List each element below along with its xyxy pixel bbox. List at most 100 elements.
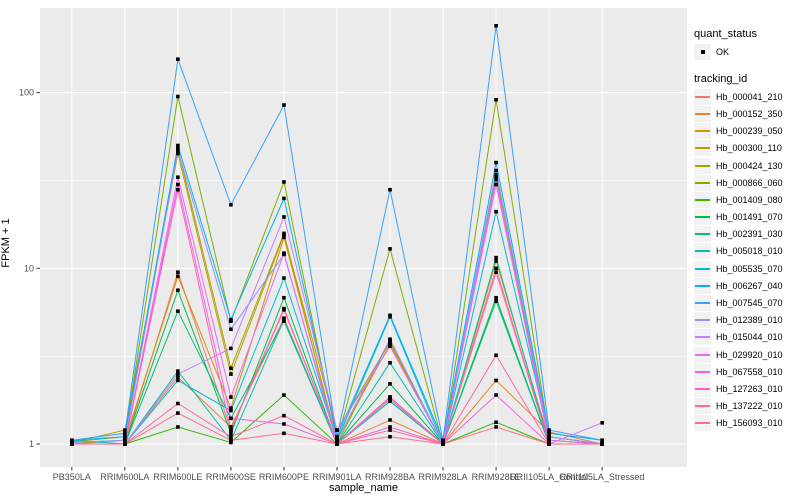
data-point <box>176 187 180 192</box>
series-line-icon <box>695 216 710 219</box>
series-line-icon <box>695 147 710 150</box>
y-tick-label: 100 <box>19 88 34 98</box>
data-point <box>229 406 233 410</box>
series-color-key <box>694 209 711 226</box>
quant-status-key <box>694 43 711 60</box>
x-tick-label: RRII105LA_Stressed <box>560 472 645 482</box>
data-point <box>282 215 286 219</box>
data-point <box>494 295 498 300</box>
data-point <box>176 411 180 415</box>
series-line-icon <box>695 370 710 373</box>
data-point <box>176 57 180 61</box>
data-point <box>388 382 392 386</box>
series-color-key <box>694 398 711 415</box>
x-tick-label: RRIM600PE <box>259 472 309 482</box>
data-point <box>176 274 180 279</box>
data-point <box>494 266 498 271</box>
data-point <box>282 317 286 322</box>
data-point <box>547 431 551 436</box>
series-line-icon <box>695 181 710 184</box>
data-point <box>176 375 180 379</box>
data-point <box>282 306 286 311</box>
series-line-icon <box>695 284 710 287</box>
data-point <box>494 425 498 429</box>
data-point <box>494 393 498 397</box>
data-point <box>282 431 286 436</box>
series-line-icon <box>695 405 710 408</box>
x-tick-label: RRIM928LA <box>419 472 468 482</box>
series-color-key <box>694 260 711 277</box>
legend-item-label: Hb_000152_350 <box>716 108 783 119</box>
data-point <box>494 420 498 425</box>
legend-item-Hb_156093_010: Hb_156093_010 <box>694 415 800 432</box>
data-point <box>388 313 392 318</box>
data-point <box>229 346 233 351</box>
series-line-icon <box>695 95 710 98</box>
data-point <box>494 168 498 173</box>
legend-item-label: Hb_000300_110 <box>716 143 782 154</box>
x-tick-label: RRIM600LE <box>153 472 202 482</box>
legend-item-Hb_012389_010: Hb_012389_010 <box>694 312 800 329</box>
legend-item-label: Hb_015044_010 <box>716 332 783 343</box>
data-point <box>282 413 286 418</box>
series-color-key <box>694 329 711 346</box>
x-axis-title: sample_name <box>328 482 399 494</box>
x-tick-label: RRII105LA_Control <box>510 472 588 482</box>
legend-item-Hb_005018_010: Hb_005018_010 <box>694 243 800 260</box>
data-point <box>123 431 127 436</box>
data-point <box>494 182 498 187</box>
legend-item-label: Hb_000866_060 <box>716 177 783 188</box>
data-point <box>123 434 127 439</box>
data-point <box>176 143 180 148</box>
legend-item-Hb_006267_040: Hb_006267_040 <box>694 277 800 294</box>
legend-item-label: Hb_002391_030 <box>716 229 783 240</box>
data-point <box>547 434 551 439</box>
legend-item-Hb_067558_010: Hb_067558_010 <box>694 363 800 380</box>
x-tick-label: PB350LA <box>53 472 91 482</box>
data-point <box>229 434 233 439</box>
legend-item-Hb_000300_110: Hb_000300_110 <box>694 140 800 157</box>
legend-item-Hb_007545_070: Hb_007545_070 <box>694 294 800 312</box>
legend-title-quant-status: quant_status <box>694 28 757 40</box>
legend-item-Hb_000152_350: Hb_000152_350 <box>694 105 800 122</box>
data-point <box>229 372 233 376</box>
legend-item-label: Hb_001491_070 <box>716 212 783 223</box>
legend-item-ok: OK <box>694 43 800 60</box>
data-point <box>176 94 180 99</box>
data-point <box>229 408 233 413</box>
point-marker-icon <box>700 49 705 54</box>
data-point <box>176 309 180 313</box>
data-point <box>335 438 339 443</box>
series-color-key <box>694 157 711 174</box>
legend-item-label: OK <box>716 46 730 57</box>
legend-item-Hb_005535_070: Hb_005535_070 <box>694 260 800 277</box>
x-tick-label: RRIM600SE <box>206 472 256 482</box>
series-line-icon <box>695 198 710 201</box>
legend-item-Hb_015044_010: Hb_015044_010 <box>694 329 800 346</box>
data-point <box>494 173 498 177</box>
legend-title-tracking-id: tracking_id <box>694 73 748 86</box>
legend-item-label: Hb_007545_070 <box>716 298 783 309</box>
data-point <box>176 425 180 429</box>
data-point <box>494 97 498 102</box>
data-point <box>441 442 445 446</box>
data-point <box>388 399 392 404</box>
legend-item-Hb_000866_060: Hb_000866_060 <box>694 174 800 191</box>
series-color-key <box>694 415 711 432</box>
data-point <box>494 23 498 28</box>
data-point <box>335 434 339 439</box>
series-color-key <box>694 140 711 157</box>
data-point <box>282 180 286 184</box>
x-tick-label: RRIM928BA <box>365 472 415 482</box>
data-point <box>123 438 127 443</box>
legend-item-label: Hb_001409_080 <box>716 194 783 205</box>
data-point <box>229 431 233 436</box>
data-point <box>547 438 551 443</box>
legend: quant_status OK tracking_id Hb_000041_21… <box>694 28 800 432</box>
legend-item-Hb_000424_130: Hb_000424_130 <box>694 157 800 174</box>
data-point <box>229 366 233 371</box>
data-point <box>282 422 286 426</box>
data-point <box>388 360 392 365</box>
data-point <box>176 270 180 275</box>
data-point <box>229 438 233 443</box>
